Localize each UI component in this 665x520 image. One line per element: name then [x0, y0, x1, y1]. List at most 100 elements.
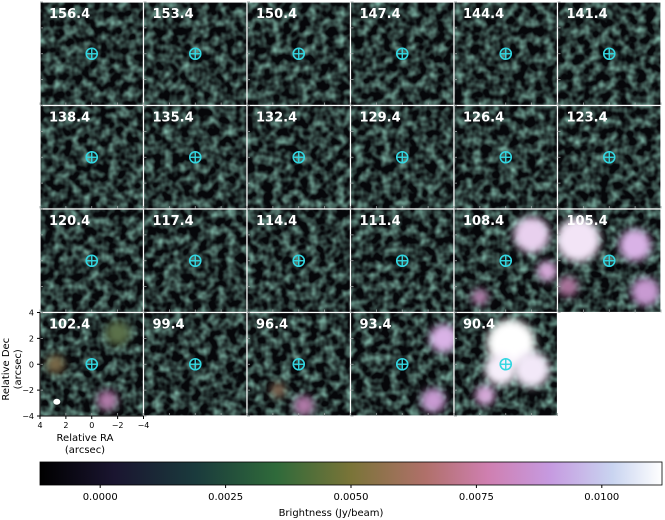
emission-blob	[475, 385, 496, 406]
x-tick-label: 0	[89, 421, 94, 430]
emission-blob	[513, 351, 550, 388]
emission-blob	[513, 216, 550, 253]
source-marker	[85, 254, 99, 268]
channel-panel: 114.4	[246, 208, 352, 314]
emission-blob	[293, 395, 314, 416]
channel-panel: 120.4	[39, 208, 145, 314]
channel-label: 156.4	[49, 7, 90, 22]
channel-label: 150.4	[256, 7, 297, 22]
source-marker	[395, 357, 409, 371]
channel-label: 123.4	[567, 111, 608, 126]
channel-label: 126.4	[463, 111, 504, 126]
channel-label: 99.4	[153, 318, 185, 333]
channel-panel: 129.4	[349, 104, 455, 210]
source-marker	[499, 254, 513, 268]
source-marker	[85, 357, 99, 371]
channel-label: 120.4	[49, 214, 90, 229]
channel-label: 96.4	[256, 318, 288, 333]
channel-panels: 156.4 153.4 150.4 147.4 144.4 141.4 138.4 135.4…	[39, 1, 662, 417]
channel-label: 105.4	[567, 214, 608, 229]
source-marker	[499, 47, 513, 61]
source-marker	[602, 47, 616, 61]
channel-panel: 105.4	[556, 208, 662, 314]
channel-panel: 102.4	[39, 311, 145, 417]
colorbar-tick-label: 0.0000	[83, 492, 118, 503]
x-tick-label: −4	[138, 421, 150, 430]
x-axis-label: Relative RA	[57, 433, 114, 444]
channel-label: 147.4	[360, 7, 401, 22]
colorbar-tick-label: 0.0100	[584, 492, 619, 503]
channel-panel: 111.4	[349, 208, 455, 314]
y-tick-label: 4	[29, 309, 34, 318]
channel-panel: 153.4	[142, 1, 248, 107]
channel-panel: 126.4	[453, 104, 559, 210]
emission-blob	[97, 390, 118, 411]
source-marker	[188, 150, 202, 164]
source-marker	[188, 357, 202, 371]
colorbar: 0.0000 0.0025 0.0050 0.0075 0.0100 Brightness…	[39, 461, 663, 519]
emission-blob	[484, 353, 517, 386]
channel-label: 111.4	[360, 214, 401, 229]
emission-blob	[537, 261, 558, 282]
x-tick-label: −2	[112, 421, 124, 430]
y-tick-label: −2	[22, 386, 34, 395]
source-marker	[292, 47, 306, 61]
channel-label: 114.4	[256, 214, 297, 229]
source-marker	[292, 254, 306, 268]
source-marker	[499, 150, 513, 164]
channel-panel: 141.4	[556, 1, 662, 107]
emission-blob	[421, 388, 446, 413]
channel-panel: 144.4	[453, 1, 559, 107]
colorbar-ramp	[39, 461, 663, 486]
channel-panel: 93.4	[349, 311, 455, 417]
channel-label: 135.4	[153, 111, 194, 126]
channel-label: 144.4	[463, 7, 504, 22]
channel-label: 138.4	[49, 111, 90, 126]
emission-blob	[105, 321, 130, 346]
channel-panel: 138.4	[39, 104, 145, 210]
channel-panel: 156.4	[39, 1, 145, 107]
y-tick-label: 0	[29, 360, 34, 369]
source-marker	[395, 47, 409, 61]
channel-panel: 99.4	[142, 311, 248, 417]
emission-blob	[631, 277, 660, 306]
source-marker	[292, 357, 306, 371]
channel-panel: 96.4	[246, 311, 352, 417]
channel-label: 129.4	[360, 111, 401, 126]
channel-panel: 123.4	[556, 104, 662, 210]
source-marker	[188, 47, 202, 61]
beam-ellipse	[53, 398, 61, 405]
channel-panel: 135.4	[142, 104, 248, 210]
source-marker	[85, 150, 99, 164]
channel-label: 141.4	[567, 7, 608, 22]
channel-label: 132.4	[256, 111, 297, 126]
x-tick-label: 4	[37, 421, 42, 430]
channel-panel: 90.4	[453, 311, 559, 417]
channel-label: 93.4	[360, 318, 392, 333]
x-tick-label: 2	[63, 421, 68, 430]
source-marker	[395, 150, 409, 164]
colorbar-tick-label: 0.0075	[459, 492, 494, 503]
source-marker	[602, 150, 616, 164]
emission-blob	[619, 229, 652, 262]
channel-label: 117.4	[153, 214, 194, 229]
y-tick-label: 2	[29, 334, 34, 343]
emission-blob	[471, 288, 488, 305]
emission-blob	[429, 324, 454, 353]
source-marker	[188, 254, 202, 268]
emission-blob	[46, 355, 65, 374]
channel-label: 90.4	[463, 318, 495, 333]
channel-label: 108.4	[463, 214, 504, 229]
colorbar-label: Brightness (Jy/beam)	[279, 508, 384, 519]
emission-blob	[271, 383, 286, 398]
x-axis-label: (arcsec)	[65, 445, 105, 456]
source-marker	[395, 254, 409, 268]
source-marker	[85, 47, 99, 61]
y-tick-label: −4	[22, 412, 34, 421]
channel-label: 102.4	[49, 318, 90, 333]
source-marker	[499, 357, 513, 371]
channel-label: 153.4	[153, 7, 194, 22]
channel-panel: 150.4	[246, 1, 352, 107]
